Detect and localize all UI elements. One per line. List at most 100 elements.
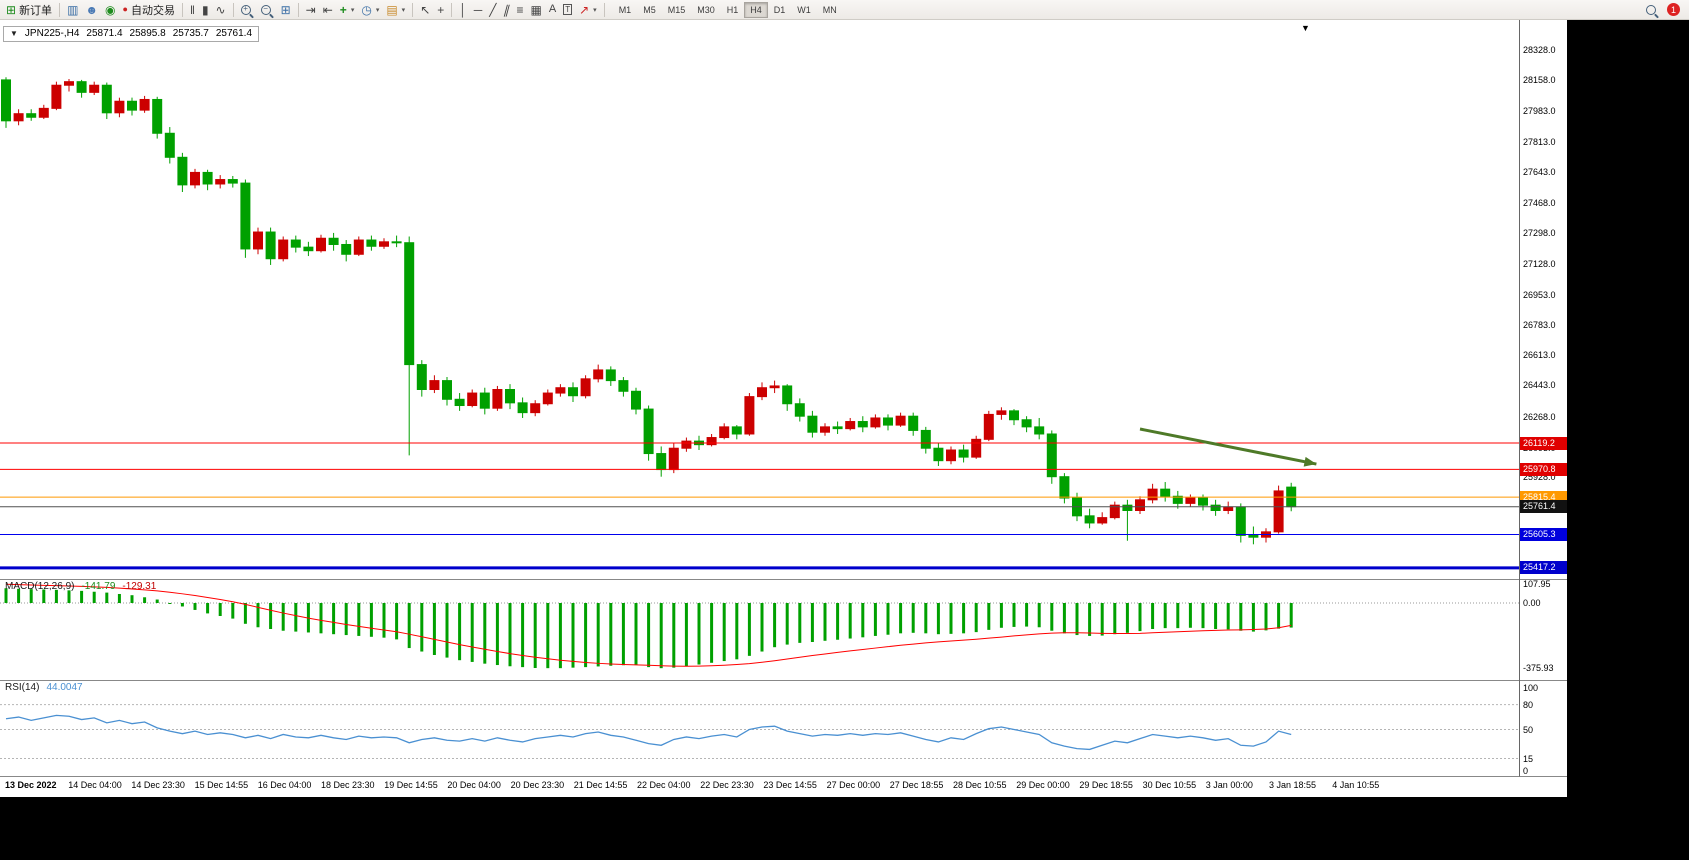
ohlc-low: 25735.7 (172, 28, 209, 39)
candlestick-chart-icon: ▮ (201, 2, 209, 17)
time-label: 27 Dec 18:55 (889, 780, 944, 790)
price-scale-label: 26613.0 (1523, 350, 1556, 361)
candlestick-chart-button[interactable]: ▮ (199, 1, 212, 19)
chart-shift-marker[interactable]: ▼ (1301, 23, 1310, 33)
bar-chart-icon: ‖ (189, 2, 195, 17)
chart-canvas[interactable] (0, 20, 1567, 797)
chevron-down-icon: ▾ (350, 6, 355, 14)
vertical-line-icon: │ (459, 2, 467, 17)
macd-layer (0, 583, 1520, 669)
autotrading-button[interactable]: ● 自动交易 (120, 1, 178, 19)
trend-arrow[interactable] (1139, 427, 1317, 467)
text-label-tool-button[interactable]: T (560, 1, 575, 19)
price-badge: 25970.8 (1520, 462, 1567, 476)
fibonacci-tool-button[interactable]: ≡ (514, 1, 527, 19)
toolbar-divider (451, 2, 453, 17)
rsi-value: 44.0047 (46, 682, 83, 693)
auto-scroll-button[interactable]: ⇥ (303, 1, 319, 19)
time-label: 22 Dec 23:30 (700, 780, 754, 790)
arrows-icon: ↗ (579, 2, 590, 17)
channel-tool-button[interactable]: ∥ (501, 1, 513, 19)
shapes-tool-button[interactable]: ▦ (528, 1, 545, 19)
macd-header: MACD(12,26,9) -141.79 -129.31 (5, 581, 156, 592)
toolbar-divider (232, 2, 234, 17)
zoom-out-button[interactable]: − (258, 1, 277, 19)
new-order-button[interactable]: ⊞ 新订单 (3, 1, 55, 19)
ohlc-high: 25895.8 (129, 28, 166, 39)
chart-shift-button[interactable]: ⇤ (320, 1, 336, 19)
chart-window: ▼ JPN225-,H4 25871.4 25895.8 25735.7 257… (0, 20, 1567, 797)
price-scale-label: 27468.0 (1523, 198, 1556, 209)
notification-badge[interactable]: 1 (1667, 3, 1680, 16)
time-label: 20 Dec 23:30 (510, 780, 565, 790)
horizontal-line-tool-button[interactable]: ─ (471, 1, 486, 19)
new-chart-button[interactable]: ▥ (64, 1, 81, 19)
time-label: 14 Dec 23:30 (131, 780, 185, 790)
time-label: 13 Dec 2022 (5, 780, 57, 790)
level-lines-layer[interactable] (0, 442, 1520, 570)
macd-scale-label: -375.93 (1523, 663, 1554, 674)
bar-chart-button[interactable]: ‖ (187, 1, 198, 19)
vertical-line-tool-button[interactable]: │ (456, 1, 470, 19)
chart-background (0, 20, 1567, 797)
time-label: 29 Dec 18:55 (1079, 780, 1133, 790)
time-label: 29 Dec 00:00 (1016, 780, 1070, 790)
rsi-label: RSI(14) (5, 682, 40, 693)
help-button[interactable]: ◉ (102, 1, 118, 19)
autotrading-icon: ● (122, 4, 128, 14)
shapes-icon: ▦ (530, 2, 542, 17)
cursor-icon: ↖ (420, 2, 431, 17)
timeframe-button-m15[interactable]: M15 (667, 4, 686, 15)
line-chart-icon: ∿ (215, 2, 226, 17)
price-badge: 26119.2 (1520, 436, 1567, 450)
text-icon: A (548, 3, 557, 15)
timeframe-button-h1[interactable]: H1 (726, 4, 739, 15)
time-label: 3 Jan 18:55 (1269, 780, 1317, 790)
macd-signal-value: -129.31 (122, 581, 157, 592)
time-label: 22 Dec 04:00 (637, 780, 691, 790)
rsi-scale-label: 50 (1523, 724, 1534, 735)
price-scale-label: 28158.0 (1523, 75, 1556, 86)
arrows-tool-button[interactable]: ↗ ▾ (576, 1, 600, 19)
price-scale-label: 27298.0 (1523, 228, 1556, 239)
community-icon: ☻ (85, 2, 99, 17)
timeframe-button-h4[interactable]: H4 (744, 1, 768, 18)
periods-button[interactable]: ◷ ▾ (358, 1, 382, 19)
price-badge: 25417.2 (1520, 561, 1567, 575)
cursor-tool-button[interactable]: ↖ (417, 1, 433, 19)
line-chart-button[interactable]: ∿ (213, 1, 229, 19)
chart-shift-icon: ⇤ (322, 2, 333, 17)
one-click-trading-expander[interactable]: ▼ (10, 29, 18, 38)
zoom-in-button[interactable]: + (238, 1, 257, 19)
tile-windows-button[interactable]: ⊞ (278, 1, 294, 19)
ohlc-close: 25761.4 (215, 28, 253, 39)
community-button[interactable]: ☻ (82, 1, 101, 19)
timeframe-button-m5[interactable]: M5 (643, 4, 656, 15)
timeframe-button-d1[interactable]: D1 (773, 4, 786, 15)
help-icon: ◉ (105, 2, 116, 17)
chevron-down-icon: ▾ (593, 6, 597, 14)
price-scale-label: 26953.0 (1523, 289, 1556, 300)
new-chart-icon: ▥ (67, 2, 79, 17)
text-tool-button[interactable]: A (546, 1, 559, 19)
templates-button[interactable]: ▤ ▾ (383, 1, 408, 19)
trendline-tool-button[interactable]: ╱ (486, 1, 499, 19)
indicators-button[interactable]: + ▾ (337, 1, 358, 19)
trendline-icon: ╱ (489, 2, 497, 17)
macd-scale-label: 107.95 (1523, 579, 1551, 590)
timeframe-button-w1[interactable]: W1 (797, 4, 811, 15)
timeframe-button-mn[interactable]: MN (822, 4, 837, 15)
time-label: 27 Dec 00:00 (826, 780, 881, 790)
price-scale-label: 26783.0 (1523, 319, 1556, 330)
price-scale-label: 26268.0 (1523, 411, 1556, 422)
crosshair-tool-button[interactable]: + (434, 1, 447, 19)
timeframe-button-m30[interactable]: M30 (697, 4, 715, 15)
price-scale-label: 27813.0 (1523, 136, 1556, 147)
toolbar-divider (603, 2, 605, 17)
price-scale-label: 25928.0 (1523, 472, 1556, 483)
timeframe-button-m1[interactable]: M1 (618, 4, 632, 15)
tile-windows-icon: ⊞ (280, 2, 291, 17)
rsi-scale-label: 15 (1523, 753, 1534, 764)
search-button[interactable] (1643, 1, 1662, 19)
